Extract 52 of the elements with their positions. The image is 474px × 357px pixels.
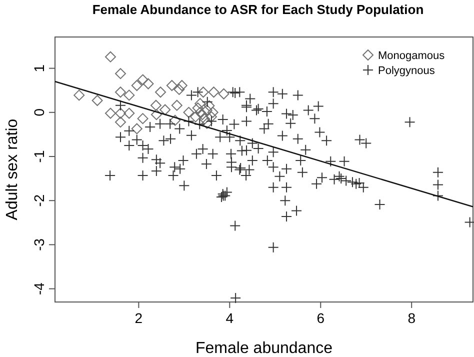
point	[201, 118, 212, 129]
point	[114, 108, 126, 119]
point	[114, 68, 126, 80]
point	[104, 51, 116, 62]
legend-label: Polygynous	[378, 65, 436, 77]
point	[124, 90, 135, 101]
point	[204, 100, 215, 112]
y-tick-label: -3	[31, 238, 47, 251]
x-tick-label: 2	[134, 310, 143, 326]
point	[142, 78, 154, 90]
point	[131, 80, 142, 91]
point	[92, 94, 103, 106]
point	[199, 114, 210, 125]
point	[166, 80, 178, 91]
x-tick-label: 8	[408, 310, 416, 326]
point	[218, 88, 230, 100]
point	[207, 106, 218, 118]
chart-title: Female Abundance to ASR for Each Study Population	[92, 2, 424, 17]
point	[150, 109, 162, 120]
point	[74, 90, 85, 101]
point	[198, 86, 209, 98]
point	[194, 98, 206, 110]
y-axis-title: Adult sex ratio	[4, 118, 21, 220]
point	[155, 86, 166, 98]
point	[137, 113, 148, 124]
y-tick-label: -1	[31, 150, 47, 163]
point	[176, 80, 188, 91]
point	[174, 84, 185, 95]
point	[124, 108, 135, 119]
point	[206, 111, 217, 122]
point	[190, 111, 202, 122]
point	[183, 106, 194, 118]
y-tick-label: -4	[31, 282, 47, 295]
x-axis-title: Female abundance	[196, 340, 333, 357]
y-tick-label: 1	[31, 64, 47, 72]
x-tick-label: 4	[226, 310, 234, 326]
point	[150, 100, 162, 111]
point	[160, 104, 171, 116]
y-tick-label: -2	[31, 194, 47, 207]
point	[104, 108, 116, 119]
point	[114, 116, 126, 128]
point	[131, 123, 142, 134]
point	[114, 86, 126, 98]
point	[171, 100, 182, 111]
point	[201, 104, 212, 116]
point	[137, 74, 148, 86]
legend-label: Monogamous	[378, 50, 446, 62]
point	[192, 102, 204, 114]
point	[170, 114, 181, 126]
x-tick-label: 6	[316, 310, 325, 326]
point	[208, 86, 220, 98]
y-tick-label: 0	[31, 108, 47, 116]
